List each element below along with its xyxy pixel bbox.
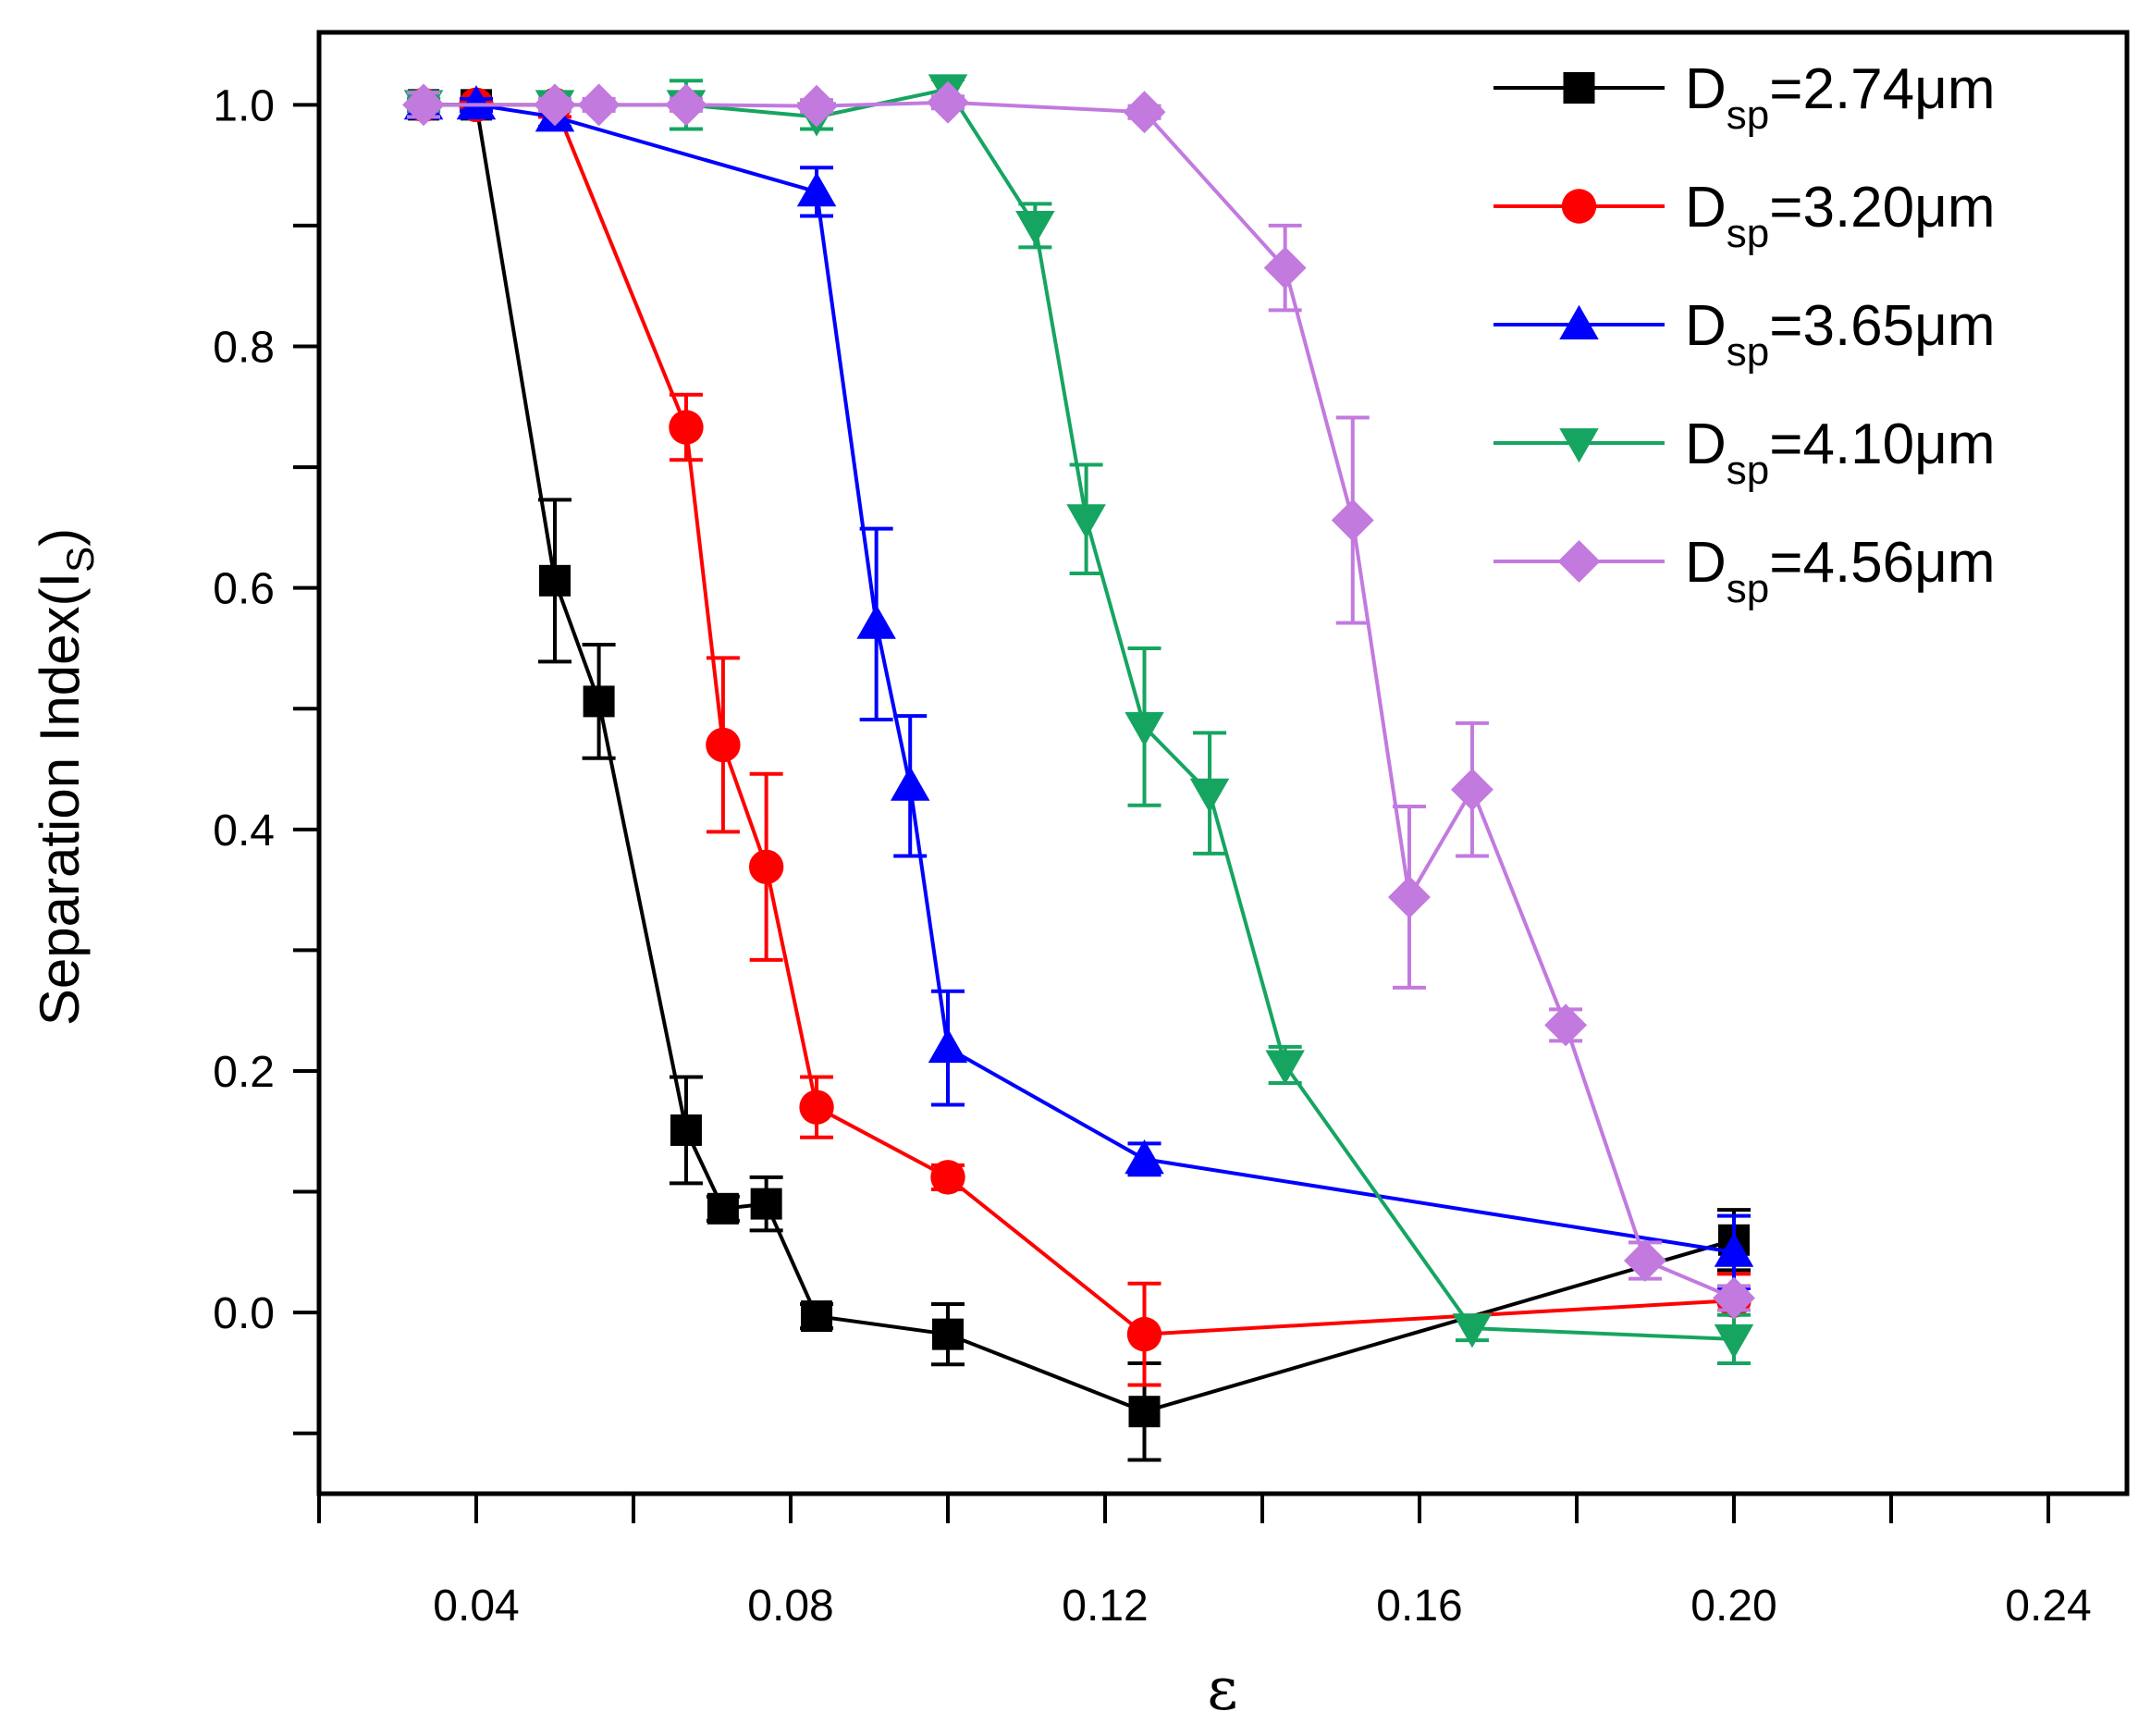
- legend-label-sub: sp: [1727, 211, 1769, 256]
- legend-label-main: D: [1685, 57, 1727, 121]
- y-tick-label: 0.4: [213, 806, 275, 856]
- x-tick-label: 0.16: [1376, 1582, 1462, 1631]
- data-point: [707, 1192, 739, 1225]
- series-5: [402, 80, 1755, 1320]
- legend-label-rest: =3.65μm: [1769, 294, 1995, 358]
- data-point: [402, 83, 445, 127]
- y-axis-title: Separation Index(IS): [29, 528, 102, 1026]
- data-point: [1015, 210, 1055, 246]
- data-point: [928, 1028, 968, 1064]
- legend-label: Dsp=3.65μm: [1685, 294, 1996, 375]
- x-axis-title: ε: [1207, 1656, 1237, 1724]
- data-point: [796, 172, 837, 207]
- legend-label-rest: =4.10μm: [1769, 412, 1995, 476]
- data-point: [539, 564, 571, 597]
- legend-label-main: D: [1685, 531, 1727, 595]
- x-tick-label: 0.08: [747, 1582, 833, 1631]
- x-axis-ticks: 0.04 0.08 0.12 0.16 0.20 0.24: [317, 1494, 2092, 1631]
- legend: Dsp=2.74μmDsp=3.20μmDsp=3.65μmDsp=4.10μm…: [1493, 57, 1996, 611]
- data-point: [1714, 1232, 1754, 1267]
- y-axis-ticks: 0.0 0.2 0.4 0.6 0.8 1.0: [213, 81, 319, 1435]
- data-point: [1189, 778, 1230, 813]
- y-axis-title-main: Separation Index(I: [29, 573, 91, 1026]
- y-tick-label: 0.8: [213, 324, 275, 373]
- data-point: [706, 727, 741, 763]
- legend-marker: [1559, 304, 1599, 339]
- legend-entry-4: Dsp=4.10μm: [1493, 412, 1996, 493]
- data-point: [1624, 1239, 1666, 1282]
- legend-label: Dsp=2.74μm: [1685, 57, 1996, 138]
- data-point: [456, 85, 497, 120]
- legend-label-main: D: [1685, 412, 1727, 476]
- data-point: [577, 83, 621, 127]
- y-tick-label: 0.6: [213, 565, 275, 614]
- data-point: [1265, 1050, 1305, 1085]
- legend-label-sub: sp: [1727, 448, 1769, 493]
- legend-label: Dsp=4.10μm: [1685, 412, 1996, 493]
- data-point: [932, 1318, 964, 1350]
- data-point: [1451, 768, 1493, 811]
- y-axis-title-sub: S: [58, 547, 102, 573]
- data-point: [665, 83, 707, 127]
- legend-marker: [1559, 428, 1599, 463]
- legend-label-sub: sp: [1727, 566, 1769, 611]
- legend-marker: [1561, 189, 1597, 224]
- y-axis-title-close: ): [29, 528, 91, 547]
- legend-label-rest: =2.74μm: [1769, 57, 1995, 121]
- data-point: [930, 1160, 965, 1195]
- data-point: [1128, 1396, 1161, 1428]
- x-tick-label: 0.12: [1062, 1582, 1148, 1631]
- y-tick-label: 0.2: [213, 1048, 275, 1097]
- data-point: [856, 604, 896, 639]
- legend-marker: [1563, 72, 1595, 104]
- legend-marker: [1557, 540, 1601, 583]
- data-point: [1714, 1324, 1754, 1360]
- data-point: [1066, 504, 1106, 539]
- legend-label-main: D: [1685, 176, 1727, 240]
- plot-area: 0.00.20.40.60.81.0 0.04 0.08 0.12 0.16 0.20 0…: [213, 30, 2130, 1631]
- data-point: [1263, 246, 1307, 289]
- legend-label-main: D: [1685, 294, 1727, 358]
- data-point: [748, 849, 784, 884]
- data-point: [795, 84, 838, 128]
- data-point: [801, 1300, 833, 1333]
- legend-label-sub: sp: [1727, 92, 1769, 138]
- data-point: [1544, 1003, 1588, 1047]
- data-point: [534, 83, 576, 127]
- data-point: [1125, 711, 1164, 747]
- data-point: [1713, 1276, 1755, 1320]
- legend-label: Dsp=4.56μm: [1685, 531, 1996, 611]
- data-point: [670, 1114, 702, 1146]
- data-point: [669, 410, 704, 445]
- series-layer: [402, 74, 1755, 1462]
- legend-label-rest: =4.56μm: [1769, 531, 1995, 595]
- data-point: [890, 766, 930, 801]
- data-point: [583, 685, 615, 718]
- x-tick-label: 0.20: [1690, 1582, 1776, 1631]
- legend-entry-2: Dsp=3.20μm: [1493, 176, 1996, 256]
- data-point: [1125, 1139, 1164, 1175]
- data-point: [1331, 499, 1374, 542]
- data-point: [1126, 1316, 1162, 1352]
- y-tick-label: 1.0: [213, 81, 275, 130]
- data-point: [1452, 1313, 1493, 1348]
- x-tick-label: 0.24: [2005, 1582, 2091, 1631]
- data-point: [1388, 875, 1431, 918]
- data-point: [750, 1188, 782, 1220]
- legend-entry-1: Dsp=2.74μm: [1493, 57, 1996, 138]
- x-tick-label: 0.04: [433, 1582, 519, 1631]
- legend-label: Dsp=3.20μm: [1685, 176, 1996, 256]
- data-point: [799, 1090, 834, 1125]
- data-point: [1123, 91, 1166, 134]
- data-point: [927, 80, 969, 124]
- legend-entry-5: Dsp=4.56μm: [1493, 531, 1996, 611]
- legend-label-rest: =3.20μm: [1769, 176, 1995, 240]
- legend-label-sub: sp: [1727, 329, 1769, 375]
- legend-entry-3: Dsp=3.65μm: [1493, 294, 1996, 375]
- y-tick-label: 0.0: [213, 1289, 275, 1338]
- plot-frame: [316, 30, 2130, 1496]
